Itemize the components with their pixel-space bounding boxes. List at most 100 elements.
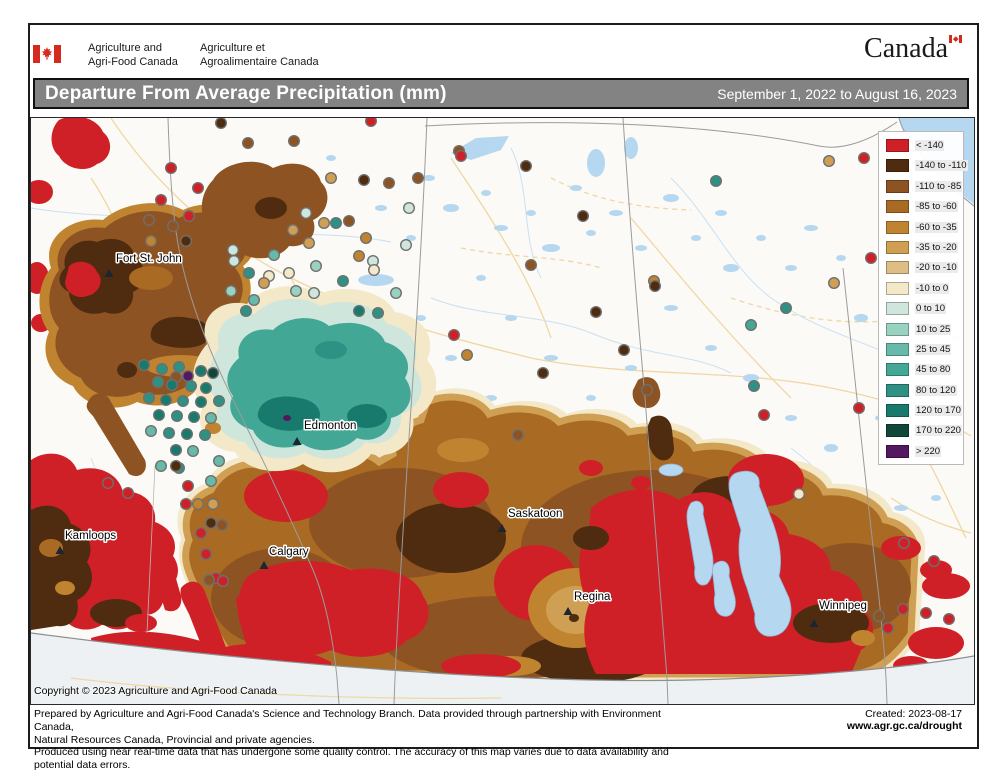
station-dot <box>194 364 207 377</box>
station-dot <box>215 519 228 532</box>
station-dot <box>144 234 157 247</box>
station-dot <box>194 396 207 409</box>
station-dot <box>748 380 761 393</box>
legend-label: 10 to 25 <box>915 323 952 335</box>
station-dot <box>372 306 385 319</box>
station-dot <box>400 238 413 251</box>
station-dot <box>212 395 225 408</box>
station-dot <box>137 358 150 371</box>
station-dot <box>164 162 177 175</box>
station-dot <box>170 410 183 423</box>
canada-flag-icon <box>33 45 61 63</box>
legend-swatch <box>886 342 909 356</box>
station-dot <box>882 622 895 635</box>
station-dot <box>121 487 134 500</box>
legend-row: 0 to 10 <box>886 302 958 316</box>
station-dot <box>204 517 217 530</box>
city-triangle-icon <box>55 546 65 554</box>
wordmark-flag-icon <box>949 35 962 43</box>
legend-row: 120 to 170 <box>886 404 962 418</box>
legend-swatch <box>886 281 909 295</box>
city-label: Edmonton <box>304 420 356 432</box>
station-dot <box>858 152 871 165</box>
station-dot <box>520 160 533 173</box>
city-label: Regina <box>574 591 611 603</box>
legend-label: 120 to 170 <box>915 405 962 417</box>
legend-swatch <box>886 200 909 214</box>
maple-leaf-icon <box>41 47 53 60</box>
map-legend: < -140 -140 to -110 -110 to -85 -85 to -60 -… <box>878 131 968 465</box>
station-dot <box>368 263 381 276</box>
station-dot <box>641 384 654 397</box>
station-dot <box>337 274 350 287</box>
station-dot <box>194 527 207 540</box>
legend-swatch <box>886 179 909 193</box>
legend-label: < -140 <box>915 140 945 151</box>
station-dot <box>191 181 204 194</box>
station-dot <box>155 362 168 375</box>
legend-row: -60 to -35 <box>886 220 958 234</box>
station-dot <box>618 343 631 356</box>
station-dot <box>101 477 114 490</box>
map-canvas[interactable]: Fort St. John Edmonton Kamloops Calgary Sask… <box>30 117 975 705</box>
station-dots <box>101 118 956 635</box>
legend-label: 45 to 80 <box>915 364 952 376</box>
legend-label: 0 to 10 <box>915 303 947 315</box>
legend-swatch <box>886 220 909 234</box>
station-dot <box>318 216 331 229</box>
station-dot <box>226 243 239 256</box>
station-dot <box>920 607 933 620</box>
legend-swatch <box>886 159 909 173</box>
legend-items: < -140 -140 to -110 -110 to -85 -85 to -60 -… <box>886 139 968 458</box>
station-dot <box>928 555 941 568</box>
legend-row: < -140 <box>886 139 958 152</box>
legend-swatch <box>886 139 909 152</box>
station-dot <box>300 206 313 219</box>
station-dot <box>310 259 323 272</box>
dept-fr-line2: Agroalimentaire Canada <box>200 55 319 68</box>
city-triangle-icon <box>104 269 114 277</box>
created-date: Created: 2023-08-17 <box>865 708 962 720</box>
station-dot <box>577 209 590 222</box>
station-dot <box>241 137 254 150</box>
station-dot <box>649 279 662 292</box>
legend-label: -20 to -10 <box>915 262 958 274</box>
station-dot <box>181 480 194 493</box>
station-dot <box>898 537 911 550</box>
drought-url[interactable]: www.agr.gc.ca/drought <box>846 720 962 732</box>
station-dot <box>865 251 878 264</box>
station-dot <box>169 444 182 457</box>
station-dot <box>181 369 194 382</box>
station-dot <box>383 177 396 190</box>
footer-line1: Prepared by Agriculture and Agri-Food Ca… <box>34 708 661 733</box>
station-dot <box>525 258 538 271</box>
station-dot <box>172 360 185 373</box>
legend-swatch <box>886 240 909 254</box>
station-dot <box>151 376 164 389</box>
city-label: Kamloops <box>65 530 116 542</box>
station-dot <box>873 610 886 623</box>
station-dot <box>590 305 603 318</box>
map-title: Departure From Average Precipitation (mm… <box>45 82 447 104</box>
legend-row: -85 to -60 <box>886 200 958 214</box>
station-dot <box>198 429 211 442</box>
station-dot <box>537 366 550 379</box>
station-dot <box>267 248 280 261</box>
legend-row: 25 to 45 <box>886 342 958 356</box>
station-dot <box>897 603 910 616</box>
station-dot <box>187 411 200 424</box>
legend-swatch <box>886 404 909 418</box>
legend-label: -10 to 0 <box>915 282 950 294</box>
station-dot <box>353 249 366 262</box>
station-dot <box>204 412 217 425</box>
station-dot <box>365 118 377 127</box>
flag-bar <box>54 45 61 63</box>
dept-en-line2: Agri-Food Canada <box>88 55 178 68</box>
station-dot <box>199 548 212 561</box>
station-dot <box>758 409 771 422</box>
station-dot <box>282 266 295 279</box>
station-dot <box>179 234 192 247</box>
legend-row: 10 to 25 <box>886 322 958 336</box>
station-dot <box>227 254 240 267</box>
wordmark-text: Canada <box>864 33 948 64</box>
